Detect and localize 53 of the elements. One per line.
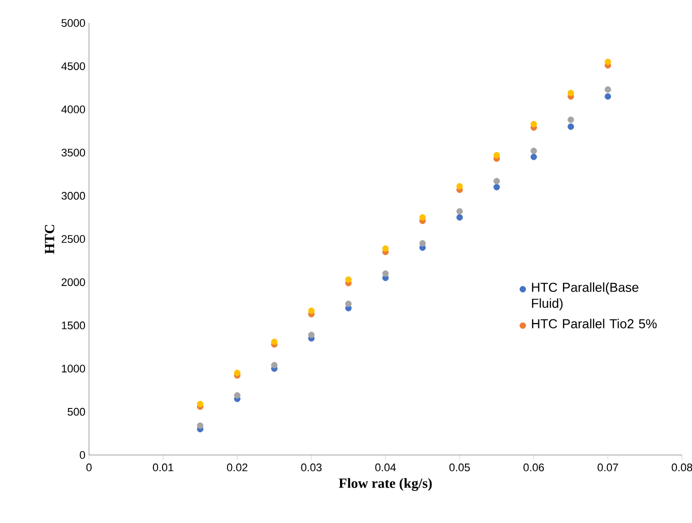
x-tick-label: 0.04: [375, 464, 396, 472]
point: [456, 208, 463, 215]
x-tick-label: 0.07: [598, 464, 618, 472]
point: [271, 362, 278, 368]
y-tick-label: 0: [80, 451, 86, 459]
point: [419, 214, 426, 221]
x-axis-title: Flow rate (kg/s): [338, 478, 432, 491]
point: [234, 370, 240, 376]
y-tick-label: 2000: [62, 278, 86, 286]
point: [382, 270, 389, 277]
x-tick-label: 0.02: [227, 464, 248, 472]
point: [568, 116, 574, 123]
point: [604, 93, 612, 100]
y-tick-label: 1000: [62, 364, 86, 372]
point: [234, 392, 240, 399]
y-tick-label: 1500: [62, 322, 86, 330]
x-tick-label: 0: [86, 464, 92, 472]
x-tick-label: 0.06: [524, 464, 544, 472]
point: [271, 338, 278, 346]
y-tick-label: 3500: [62, 148, 86, 156]
y-tick-label: 4500: [61, 62, 86, 70]
point: [604, 86, 612, 93]
point: [196, 400, 204, 408]
y-axis-title: HTC: [44, 224, 54, 254]
point: [530, 154, 537, 160]
x-tick-label: 0.01: [152, 464, 174, 472]
point: [308, 308, 315, 314]
y-tick-label: 3000: [62, 192, 86, 200]
point: [530, 120, 537, 128]
point: [604, 58, 612, 66]
point: [568, 123, 574, 130]
y-tick-label: 5000: [62, 19, 86, 27]
legend-label: HTC Parallel(Base Fluid): [532, 282, 638, 310]
point: [493, 184, 500, 190]
x-tick-label: 0.08: [672, 464, 692, 472]
x-tick-label: 0.03: [301, 464, 322, 472]
legend-label: HTC Parallel Tio2 5%: [532, 318, 657, 328]
point: [493, 152, 500, 158]
y-tick-label: 500: [68, 408, 86, 416]
y-tick-label: 2500: [62, 235, 86, 243]
point: [382, 245, 389, 252]
point: [419, 240, 426, 247]
point: [456, 214, 463, 221]
point: [493, 178, 500, 184]
point: [530, 148, 537, 154]
point: [345, 276, 352, 283]
x-tick-label: 0.05: [449, 464, 470, 472]
point: [345, 300, 352, 307]
y-tick-label: 4000: [61, 106, 86, 114]
point: [196, 422, 204, 429]
point: [568, 90, 574, 96]
point: [308, 332, 315, 338]
point: [456, 183, 463, 190]
